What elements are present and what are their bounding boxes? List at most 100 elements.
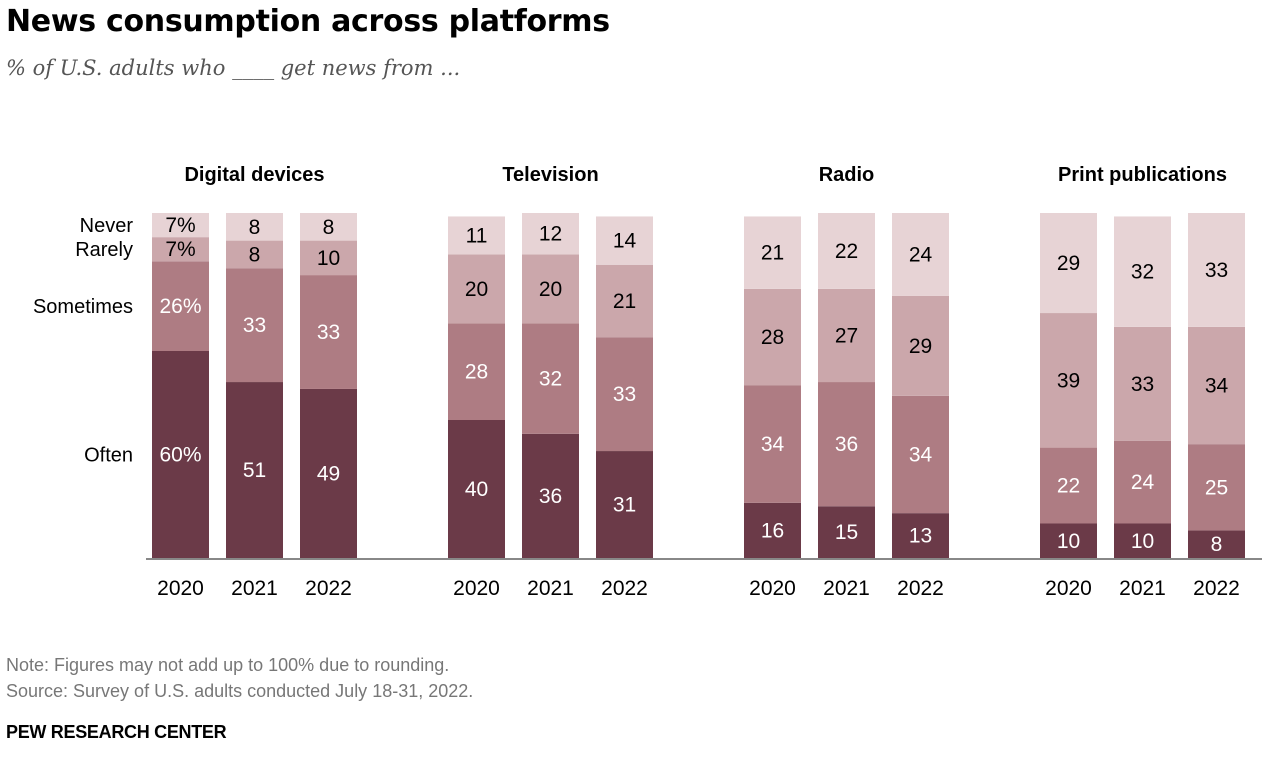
bar-segment-never <box>448 216 505 255</box>
x-tick-label: 2021 <box>527 577 574 600</box>
data-label: 10 <box>317 247 340 270</box>
x-tick-label: 2020 <box>749 577 796 600</box>
bar-segment-sometimes <box>892 395 949 514</box>
legend-label-never: Never <box>80 215 134 237</box>
data-label: 10 <box>1057 530 1080 553</box>
bar-segment-never <box>300 213 357 241</box>
data-label: 21 <box>613 290 636 313</box>
data-label: 10 <box>1131 530 1154 553</box>
panel-title: Digital devices <box>184 164 324 186</box>
bar-segment-sometimes <box>818 382 875 507</box>
chart-title: News consumption across platforms <box>6 4 610 39</box>
data-label: 49 <box>317 462 340 485</box>
data-label: 27 <box>835 324 858 347</box>
bar-segment-never <box>596 216 653 265</box>
bar-segment-sometimes <box>226 268 283 383</box>
bar-segment-never <box>1040 213 1097 314</box>
stacked-bar-chart: Digital devices60%26%7%7%202051338820214… <box>33 164 1262 600</box>
bar-segment-rarely <box>1114 326 1171 441</box>
bar-segment-rarely <box>522 254 579 324</box>
panel-title: Radio <box>819 164 875 186</box>
bar-segment-often <box>152 351 209 558</box>
bar-segment-never <box>1114 216 1171 327</box>
data-label: 28 <box>761 326 784 349</box>
data-label: 22 <box>835 240 858 263</box>
data-label: 7% <box>165 214 195 237</box>
data-label: 24 <box>909 243 933 266</box>
bar-segment-rarely <box>1040 313 1097 448</box>
x-tick-label: 2021 <box>231 577 278 600</box>
data-label: 21 <box>761 242 784 265</box>
data-label: 8 <box>323 216 335 239</box>
data-label: 8 <box>249 243 261 266</box>
bar-segment-often <box>818 506 875 558</box>
panel-title: Television <box>502 164 598 186</box>
bar-segment-rarely <box>448 254 505 324</box>
bar-segment-never <box>744 216 801 289</box>
data-label: 33 <box>1205 259 1228 282</box>
x-tick-label: 2022 <box>1193 577 1240 600</box>
x-tick-label: 2022 <box>305 577 352 600</box>
data-label: 25 <box>1205 476 1228 499</box>
panel-title: Print publications <box>1058 164 1227 186</box>
bar-segment-sometimes <box>1114 440 1171 524</box>
bar-segment-never <box>522 213 579 255</box>
legend-label-often: Often <box>84 445 133 467</box>
data-label: 24 <box>1131 471 1155 494</box>
data-label: 20 <box>465 278 488 301</box>
bar-segment-often <box>892 513 949 558</box>
bar-segment-often <box>1114 523 1171 558</box>
data-label: 7% <box>165 238 195 261</box>
bar-segment-often <box>744 502 801 558</box>
bar-segment-rarely <box>226 240 283 269</box>
data-label: 36 <box>835 433 858 456</box>
bar-segment-often <box>448 420 505 558</box>
chart-source: Source: Survey of U.S. adults conducted … <box>6 681 474 701</box>
x-tick-label: 2020 <box>453 577 500 600</box>
bar-segment-rarely <box>892 295 949 396</box>
x-tick-label: 2020 <box>1045 577 1092 600</box>
data-label: 12 <box>539 223 562 246</box>
data-label: 33 <box>317 321 340 344</box>
data-label: 22 <box>1057 475 1080 498</box>
data-label: 34 <box>761 433 785 456</box>
bar-segment-sometimes <box>1040 447 1097 524</box>
bar-segment-often <box>1188 530 1245 558</box>
bar-segment-often <box>522 433 579 558</box>
data-label: 28 <box>465 361 488 384</box>
data-label: 8 <box>1211 533 1223 556</box>
bar-segment-sometimes <box>596 337 653 452</box>
bar-segment-rarely <box>152 237 209 262</box>
bar-segment-rarely <box>744 288 801 386</box>
data-label: 36 <box>539 485 562 508</box>
data-label: 39 <box>1057 369 1080 392</box>
data-label: 34 <box>1205 375 1229 398</box>
bar-segment-sometimes <box>522 323 579 434</box>
bar-segment-sometimes <box>1188 444 1245 531</box>
x-tick-label: 2021 <box>1119 577 1166 600</box>
data-label: 60% <box>159 444 201 467</box>
data-label: 34 <box>909 444 933 467</box>
bar-segment-sometimes <box>744 385 801 503</box>
data-label: 33 <box>1131 373 1154 396</box>
data-label: 15 <box>835 521 858 544</box>
chart-note: Note: Figures may not add up to 100% due… <box>6 655 450 675</box>
data-label: 31 <box>613 494 636 517</box>
bar-segment-never <box>818 213 875 289</box>
bar-segment-rarely <box>596 264 653 338</box>
data-label: 13 <box>909 525 932 548</box>
bar-segment-rarely <box>1188 326 1245 445</box>
bar-segment-sometimes <box>448 323 505 420</box>
bar-segment-sometimes <box>152 261 209 351</box>
data-label: 20 <box>539 278 562 301</box>
bar-segment-never <box>226 213 283 241</box>
x-tick-label: 2020 <box>157 577 204 600</box>
x-tick-label: 2021 <box>823 577 870 600</box>
data-label: 33 <box>243 314 266 337</box>
data-label: 32 <box>539 368 562 391</box>
data-label: 32 <box>1131 261 1154 284</box>
chart-subtitle: % of U.S. adults who ____ get news from … <box>6 56 461 80</box>
bar-segment-often <box>1040 523 1097 558</box>
bar-segment-rarely <box>300 240 357 276</box>
data-label: 29 <box>909 335 932 358</box>
